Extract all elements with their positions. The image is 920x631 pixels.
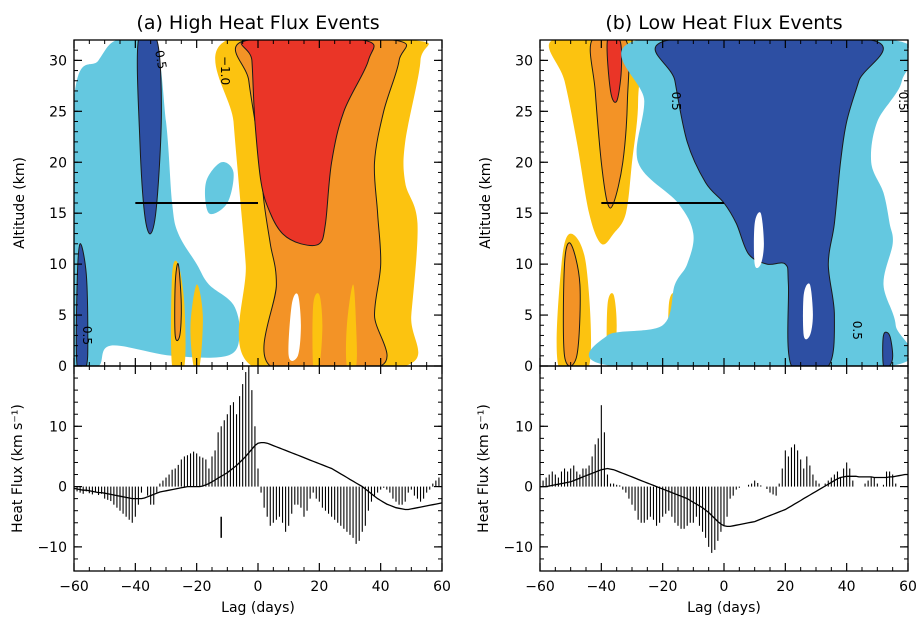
panel-a-flux-xtick-label-2: −20 [182, 579, 212, 595]
panel-b-contour-contour-label-2: 0.5 [850, 321, 864, 340]
panel-b-contour-contour-fills: 0.5 0.5 0.5 [548, 40, 910, 366]
panel-a-contour-ytick-label-5: 25 [49, 104, 67, 120]
panel-a-contour-ylabel: Altitude (km) [12, 157, 28, 249]
panel-a-flux-xtick-label-3: 0 [254, 579, 263, 595]
panel-a-flux-xtick-label-1: −40 [121, 579, 151, 595]
panel-a-flux-xtick-label-4: 20 [310, 579, 328, 595]
panel-a-contour-region-weak_neg-1 [204, 161, 234, 215]
panel-b-flux-xtick-label-0: −60 [525, 579, 555, 595]
panel-a-contour-region-weak_pos-11 [312, 293, 323, 366]
panel-a-contour-contour-label-2: 0.5 [80, 326, 94, 345]
panel-b-contour-region-strong_pos-2 [606, 40, 623, 103]
panel-a-contour-contour-label-0: 0.5 [152, 49, 169, 70]
panel-a-flux-xlabel: Lag (days) [221, 600, 295, 616]
panel-b-flux-ylabel: Heat Flux (km s⁻¹) [476, 404, 492, 533]
panel-b-flux-xtick-label-4: 20 [776, 579, 794, 595]
panel-b-contour-region-mid_pos-4 [562, 242, 581, 366]
panel-b-flux-xtick-label-1: −40 [587, 579, 617, 595]
panel-a-contour-title: (a) High Heat Flux Events [136, 12, 379, 34]
panel-b-flux-ytick-label-0: −10 [503, 540, 533, 556]
panel-b-contour-region-weak_neg-8 [870, 294, 885, 366]
panel-b-contour-ytick-label-0: 0 [524, 359, 533, 375]
panel-b-flux-ytick-label-1: 0 [524, 480, 533, 496]
panel-a-contour-contour-fills: 0.5 −1.0 0.5 [74, 40, 429, 366]
panel-b-contour-region-strong_neg-9 [654, 40, 884, 366]
panel-b-flux-ytick-label-2: 10 [515, 419, 533, 435]
panel-b-contour-ytick-label-3: 15 [515, 206, 533, 222]
panel-b-flux-bars [540, 405, 908, 553]
panel-b-flux-xtick-label-3: 0 [720, 579, 729, 595]
panel-b-flux-smooth-line [540, 467, 908, 528]
panel-b-flux-xlabel: Lag (days) [687, 600, 761, 616]
panel-a-contour-ytick-label-1: 5 [58, 308, 67, 324]
panel-b-contour-ylabel: Altitude (km) [478, 157, 494, 249]
panel-a-flux-ytick-label-1: 0 [58, 480, 67, 496]
panel-a-contour-ytick-label-6: 30 [49, 53, 67, 69]
panel-a-flux-ytick-label-0: −10 [37, 540, 67, 556]
panel-b-contour-title: (b) Low Heat Flux Events [605, 12, 842, 34]
panel-a-contour-ytick-label-3: 15 [49, 206, 67, 222]
panel-b-flux-xtick-label-5: 40 [838, 579, 856, 595]
panel-b-flux-xtick-label-2: −20 [648, 579, 678, 595]
panel-a-contour-region-white-10 [288, 293, 301, 361]
panel-b-flux-xtick-label-6: 60 [899, 579, 917, 595]
panel-b-contour-region-white-10 [753, 212, 764, 269]
panel-a-flux-xtick-label-5: 40 [372, 579, 390, 595]
panel-a-flux-xtick-label-6: 60 [433, 579, 451, 595]
panel-a-flux-ylabel: Heat Flux (km s⁻¹) [10, 404, 26, 533]
panel-a-contour-region-weak_pos-12 [345, 284, 357, 366]
panel-b-contour-contour-label-1: 0.5 [896, 92, 910, 111]
panel-a-contour-ytick-label-4: 20 [49, 155, 67, 171]
panel-a-contour-contour-label-1: −1.0 [218, 56, 232, 85]
panel-a-contour-region-weak_pos-9 [190, 284, 203, 366]
panel-a-flux-ytick-label-2: 10 [49, 419, 67, 435]
panel-b-contour-ytick-label-6: 30 [515, 53, 533, 69]
panel-b-contour-region-white-11 [802, 283, 813, 340]
panel-a-flux-smooth-line [74, 441, 442, 511]
panel-a-contour-ytick-label-0: 0 [58, 359, 67, 375]
panel-a-flux-bars [74, 366, 442, 544]
panel-b-contour-contour-label-0: 0.5 [669, 92, 683, 111]
panel-b-contour-ytick-label-1: 5 [524, 308, 533, 324]
panel-a-contour-region-strong_neg-2 [136, 40, 162, 235]
panel-a-contour-region-strong_pos-6 [240, 40, 375, 247]
panel-b-contour-ytick-label-4: 20 [515, 155, 533, 171]
panel-b-contour-region-strong_neg-12 [882, 331, 894, 366]
panel-a-contour-region-mid_pos-8 [174, 263, 182, 341]
panel-b-contour-ytick-label-2: 10 [515, 257, 533, 273]
panel-a-contour-ytick-label-2: 10 [49, 257, 67, 273]
panel-a-flux-xtick-label-0: −60 [59, 579, 89, 595]
panel-b-contour-ytick-label-5: 25 [515, 104, 533, 120]
